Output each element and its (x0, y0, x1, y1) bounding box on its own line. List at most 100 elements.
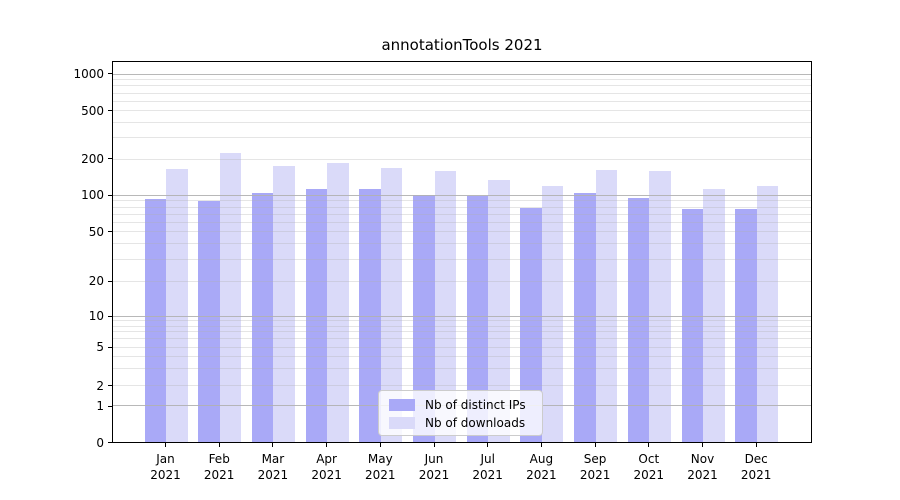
x-tick-mark (487, 443, 489, 447)
bar-distinct-ips (574, 192, 596, 442)
x-tick-label: Apr 2021 (297, 451, 357, 483)
x-tick-label: Jun 2021 (404, 451, 464, 483)
x-tick-label: Sep 2021 (565, 451, 625, 483)
y-tick-mark (108, 346, 113, 348)
x-tick-month: Feb (208, 452, 230, 466)
y-tick-label: 200 (81, 151, 104, 166)
x-tick-year: 2021 (203, 468, 235, 482)
y-tick-label: 50 (88, 224, 104, 239)
x-tick-year: 2021 (418, 468, 450, 482)
gridline-minor (113, 158, 811, 160)
x-tick-mark (272, 443, 274, 447)
gridline-minor (113, 85, 811, 87)
bar-distinct-ips (144, 199, 166, 442)
y-tick-label: 500 (81, 103, 104, 118)
x-tick-month: Jun (424, 452, 444, 466)
x-tick-year: 2021 (150, 468, 181, 482)
x-tick-label: Nov 2021 (673, 451, 733, 483)
x-tick-label: Aug 2021 (511, 451, 571, 483)
x-tick-year: 2021 (740, 468, 772, 482)
bar-downloads (703, 188, 725, 442)
x-tick-year: 2021 (311, 468, 342, 482)
y-tick-mark (108, 194, 113, 196)
x-tick-label: Feb 2021 (189, 451, 249, 483)
x-tick-label: Jan 2021 (136, 451, 196, 483)
legend-swatch (389, 416, 415, 429)
y-tick-label: 2 (96, 378, 104, 393)
x-tick-month: Sep (583, 452, 607, 466)
x-tick-mark (379, 443, 381, 447)
x-tick-month: Apr (316, 452, 337, 466)
bar-downloads (756, 185, 779, 442)
y-tick-mark (108, 405, 113, 407)
bar-downloads (273, 166, 295, 442)
x-tick-mark (165, 443, 166, 447)
y-tick-label: 5 (96, 340, 104, 355)
x-tick-mark (218, 443, 220, 447)
x-tick-year: 2021 (633, 468, 665, 482)
y-tick-mark (108, 280, 113, 282)
x-tick-year: 2021 (579, 468, 611, 482)
x-tick-label: Oct 2021 (619, 451, 679, 483)
bar-distinct-ips (681, 209, 703, 442)
legend-label: Nb of distinct IPs (425, 397, 526, 412)
gridline-minor (113, 137, 811, 139)
x-tick-year: 2021 (526, 468, 557, 482)
legend-item: Nb of downloads (387, 414, 534, 431)
y-tick-label: 1000 (73, 66, 104, 81)
x-tick-mark (755, 443, 757, 447)
x-tick-month: Jan (156, 452, 175, 466)
bar-distinct-ips (466, 196, 489, 442)
x-tick-year: 2021 (472, 468, 503, 482)
y-tick-label: 20 (88, 274, 104, 289)
plot-area: Nb of distinct IPs Nb of downloads (112, 61, 812, 443)
bar-distinct-ips (520, 207, 542, 442)
y-tick-mark (108, 315, 113, 317)
bar-downloads (327, 163, 349, 442)
y-tick-label: 1 (96, 399, 104, 414)
legend-item: Nb of distinct IPs (387, 396, 534, 413)
x-tick-mark (433, 443, 435, 447)
bar-downloads (488, 179, 510, 442)
gridline-minor (113, 122, 811, 124)
gridline-minor (113, 110, 811, 112)
x-tick-mark (594, 443, 596, 447)
bar-distinct-ips (627, 198, 650, 442)
x-tick-month: Mar (261, 452, 285, 466)
gridline-major (113, 73, 811, 75)
bar-distinct-ips (735, 209, 757, 442)
x-tick-year: 2021 (365, 468, 396, 482)
y-tick-label: 10 (88, 309, 104, 324)
x-tick-month: Jul (480, 452, 495, 466)
x-tick-month: Aug (529, 452, 554, 466)
bar-downloads (595, 170, 618, 442)
legend-label: Nb of downloads (425, 415, 526, 430)
chart-title: annotationTools 2021 (381, 36, 543, 54)
bar-downloads (219, 152, 242, 442)
y-tick-mark (108, 110, 113, 111)
y-tick-mark (108, 442, 113, 443)
bar-downloads (166, 168, 188, 442)
y-tick-label: 100 (81, 188, 104, 203)
x-tick-month: Dec (744, 452, 768, 466)
bar-downloads (434, 171, 456, 442)
y-tick-mark (108, 73, 113, 74)
bar-distinct-ips (413, 195, 435, 442)
gridline-minor (113, 92, 811, 94)
bar-distinct-ips (305, 188, 328, 442)
x-tick-mark (326, 443, 328, 447)
bar-downloads (541, 186, 564, 442)
bar-downloads (380, 168, 403, 442)
bar-distinct-ips (198, 200, 220, 442)
gridline-minor (113, 100, 811, 102)
x-tick-mark (648, 443, 650, 447)
legend-swatch (389, 398, 415, 411)
y-tick-mark (108, 158, 113, 160)
x-tick-month: Oct (638, 452, 660, 466)
legend: Nb of distinct IPs Nb of downloads (378, 390, 543, 436)
gridline-minor (113, 79, 811, 81)
x-tick-year: 2021 (257, 468, 289, 482)
x-tick-label: Jul 2021 (458, 451, 518, 483)
y-tick-label: 0 (96, 435, 104, 450)
